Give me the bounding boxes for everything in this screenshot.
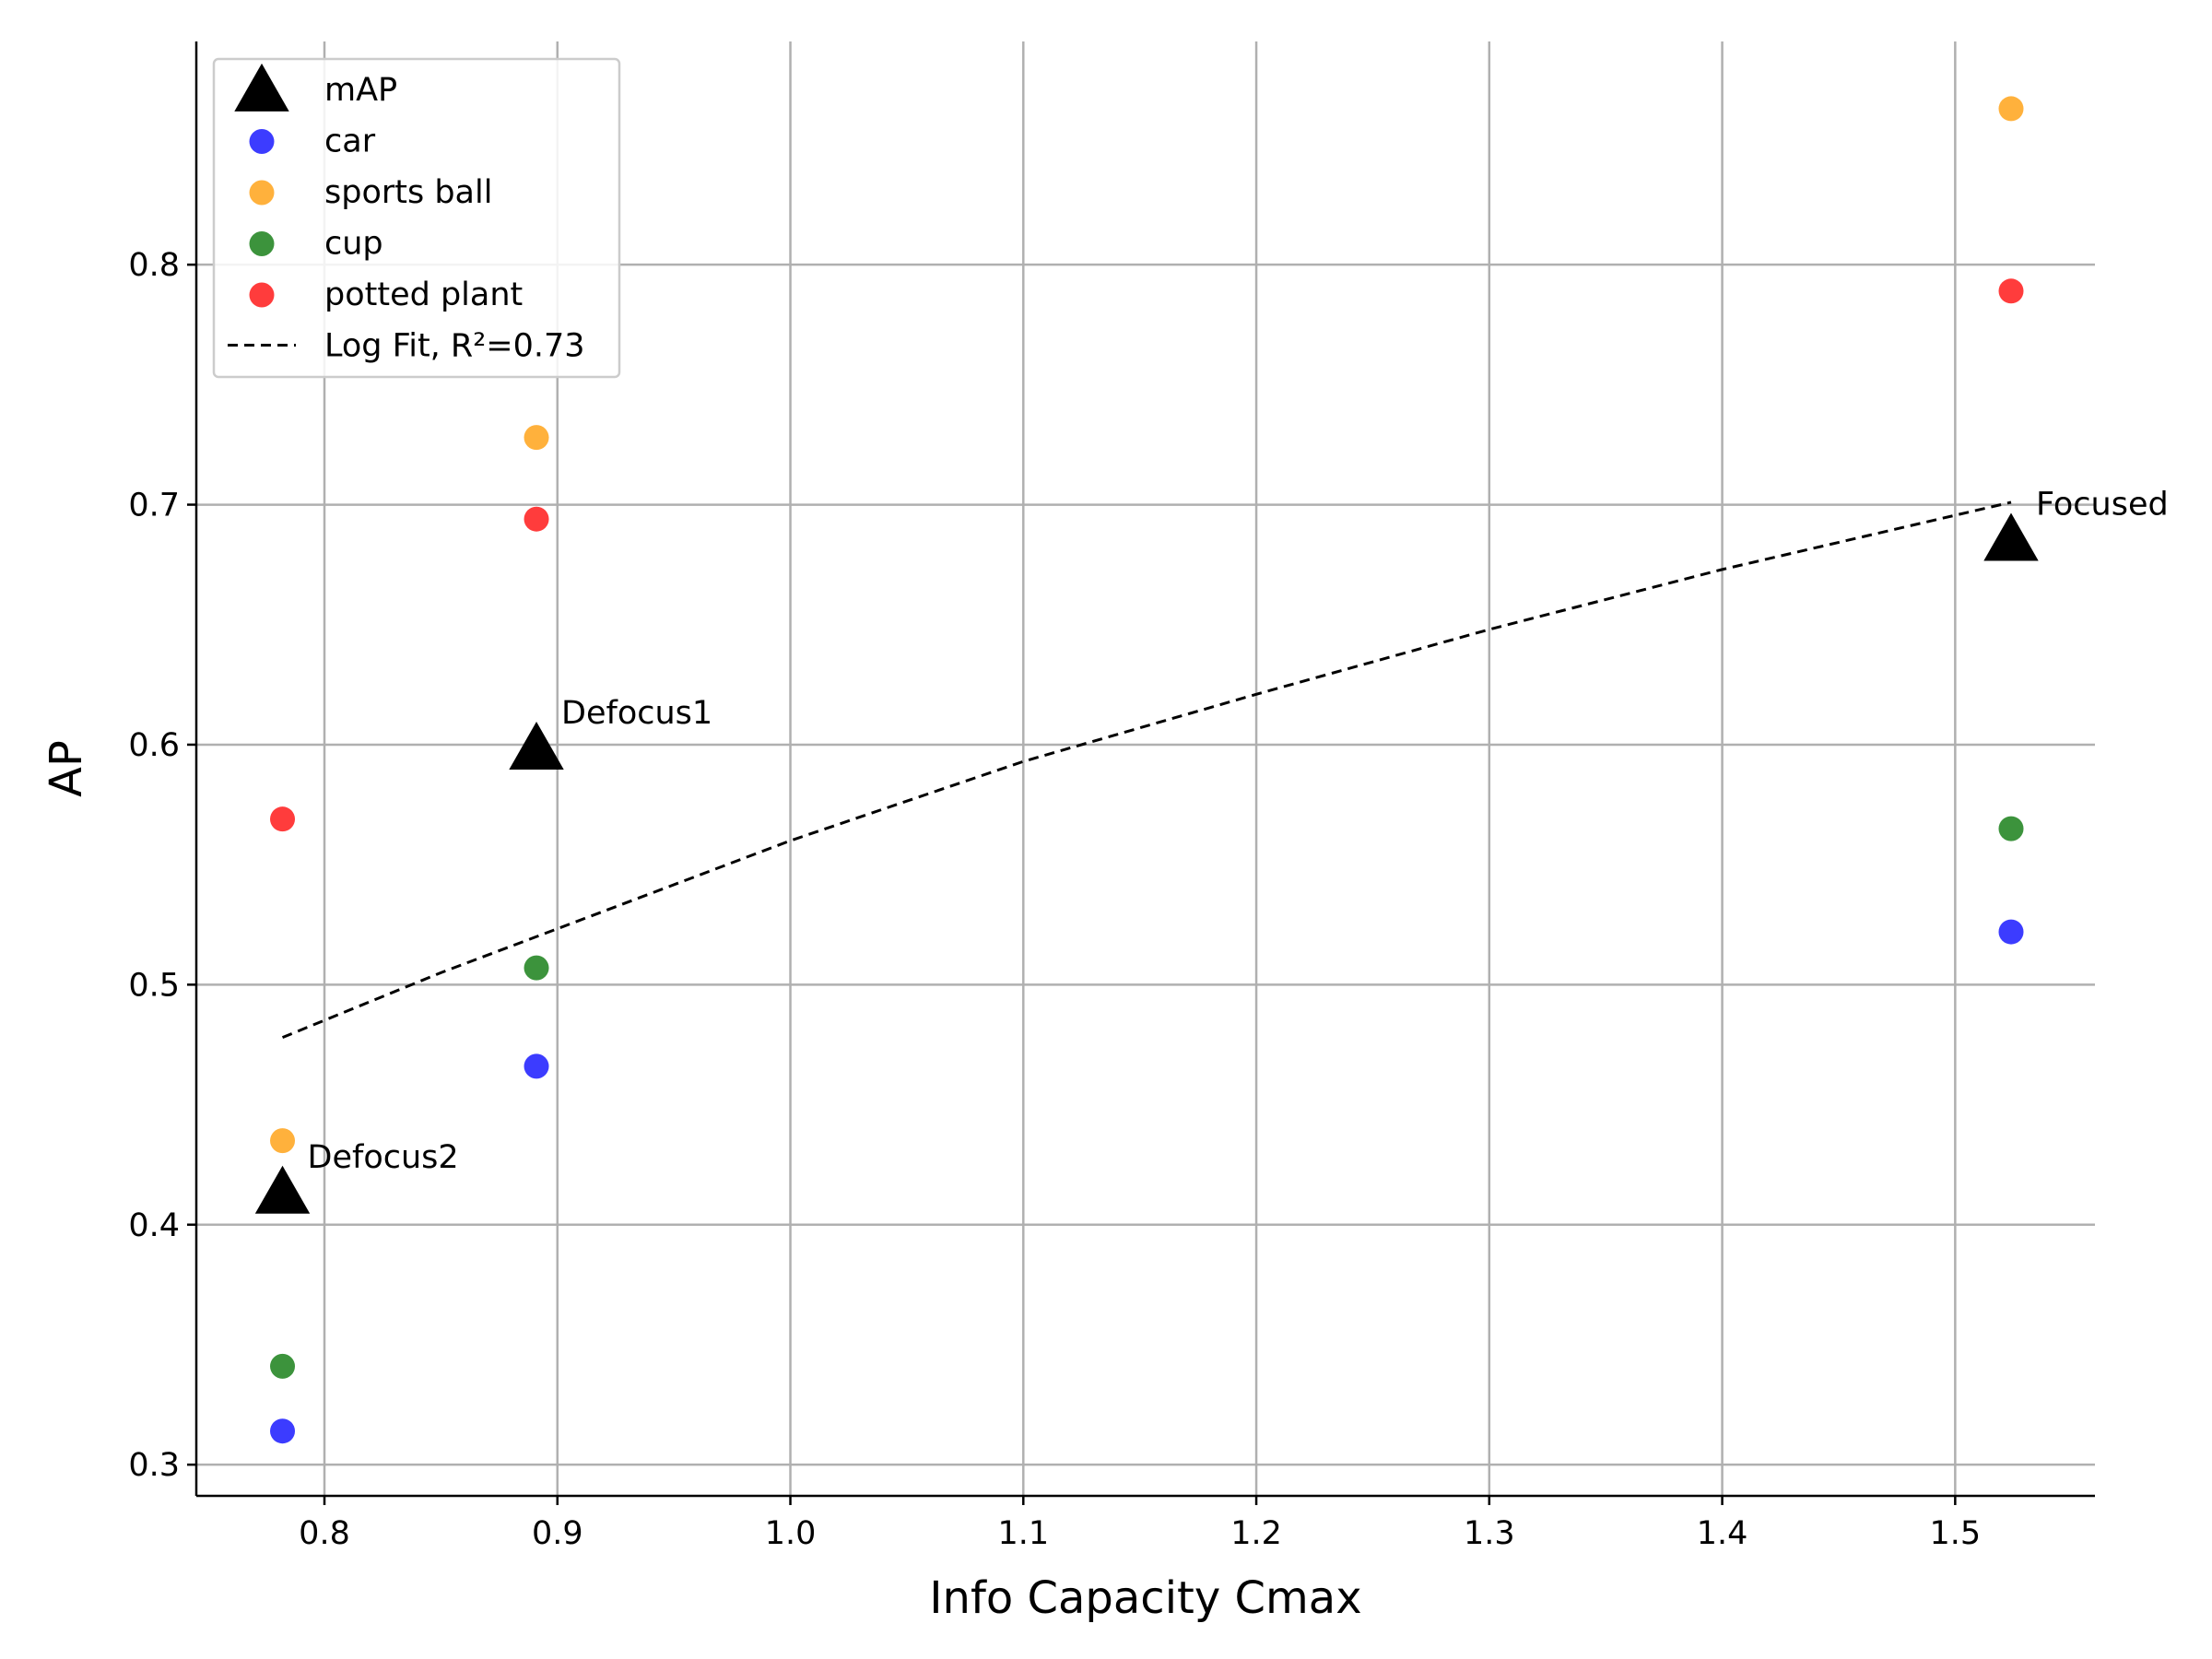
- point-sports-ball: [524, 425, 549, 451]
- legend-box: [212, 57, 621, 379]
- point-car: [270, 1418, 296, 1444]
- annotation-label: Focused: [2036, 487, 2169, 524]
- grid: [196, 41, 2095, 1496]
- y-tick-label: 0.4: [128, 1207, 180, 1244]
- axes: [194, 41, 2095, 1498]
- legend-marker-map: [234, 63, 289, 112]
- legend-label: car: [324, 124, 376, 160]
- point-map: [509, 722, 564, 771]
- legend-label: sports ball: [324, 174, 492, 211]
- legend-marker-sports-ball: [249, 180, 275, 206]
- y-tick-label: 0.5: [128, 967, 180, 1004]
- point-car: [524, 1053, 549, 1079]
- legend-label: cup: [324, 226, 383, 263]
- x-tick-label: 1.3: [1464, 1515, 1515, 1552]
- x-tick-label: 0.9: [532, 1515, 583, 1552]
- x-tick-label: 1.5: [1930, 1515, 1982, 1552]
- legend-label: mAP: [324, 72, 397, 109]
- ticks: 0.8 0.9 1.0 1.1 1.2 1.3 1.4 1.5 0.3 0.4 0.5 0.6 0.7 0…: [128, 247, 1981, 1552]
- legend: mAP car sports ball cup potted plant Log Fit,…: [212, 57, 621, 379]
- log-fit-line: [281, 500, 2012, 1040]
- point-cup: [270, 1353, 296, 1379]
- x-axis-label: Info Capacity Cmax: [929, 1572, 1361, 1624]
- annotations: Defocus2 Defocus1 Focused: [308, 487, 2169, 1176]
- legend-label: Log Fit, R²=0.73: [324, 328, 585, 365]
- point-map: [1983, 512, 2039, 561]
- point-sports-ball: [270, 1128, 296, 1154]
- legend-marker-car: [249, 129, 275, 154]
- point-potted-plant: [270, 806, 296, 832]
- y-axis-label: AP: [41, 740, 92, 797]
- point-car: [1998, 919, 2024, 945]
- x-tick-label: 1.1: [997, 1515, 1049, 1552]
- fit-layer: [281, 500, 2012, 1040]
- point-potted-plant: [524, 506, 549, 532]
- annotation-label: Defocus1: [561, 695, 712, 732]
- data-points: [254, 96, 2039, 1444]
- x-tick-label: 1.2: [1230, 1515, 1282, 1552]
- annotation-label: Defocus2: [308, 1139, 459, 1176]
- y-tick-label: 0.7: [128, 488, 180, 524]
- x-tick-label: 1.0: [765, 1515, 817, 1552]
- legend-label: potted plant: [324, 276, 523, 313]
- legend-marker-cup: [249, 231, 275, 256]
- point-cup: [524, 955, 549, 981]
- point-cup: [1998, 816, 2024, 841]
- legend-marker-potted-plant: [249, 282, 275, 308]
- point-map: [254, 1165, 311, 1214]
- y-tick-label: 0.6: [128, 727, 180, 764]
- point-potted-plant: [1998, 278, 2024, 304]
- x-tick-label: 1.4: [1697, 1515, 1748, 1552]
- y-tick-label: 0.3: [128, 1447, 180, 1484]
- y-tick-label: 0.8: [128, 247, 180, 284]
- x-tick-label: 0.8: [299, 1515, 350, 1552]
- point-sports-ball: [1998, 96, 2024, 122]
